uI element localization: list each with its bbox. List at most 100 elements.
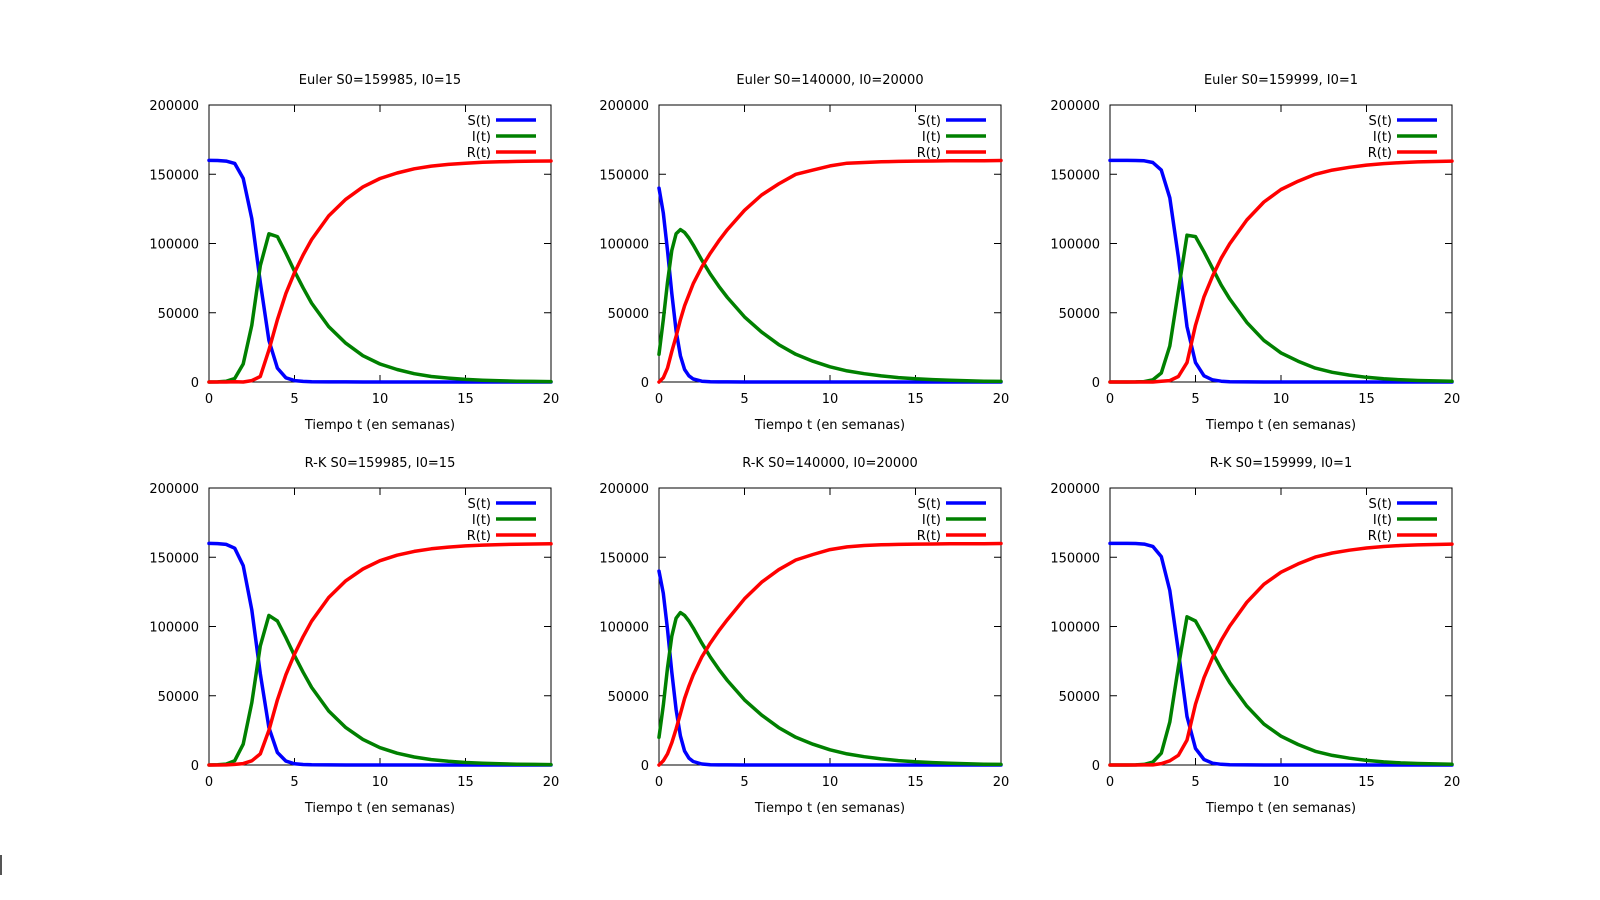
y-tick-label: 0 bbox=[1092, 376, 1100, 391]
legend-label: R(t) bbox=[1368, 529, 1392, 544]
x-tick-label: 5 bbox=[1191, 775, 1199, 790]
chart-panel-5: R-K S0=140000, I0=20000 0 50000 100000 15000… bbox=[599, 456, 1009, 816]
y-tick-label: 200000 bbox=[599, 99, 649, 114]
series-line-I bbox=[1108, 233, 1454, 384]
y-tick-label: 0 bbox=[191, 759, 199, 774]
y-tick-label: 100000 bbox=[599, 238, 649, 253]
x-tick-label: 15 bbox=[1358, 392, 1375, 407]
chart-panel-1: Euler S0=159985, I0=15 0 50000 100000 150000… bbox=[149, 73, 559, 433]
y-tick-label: 150000 bbox=[599, 168, 649, 183]
plot-frame bbox=[658, 104, 1002, 383]
y-tick-label: 100000 bbox=[1050, 238, 1100, 253]
plot-frame bbox=[208, 487, 552, 766]
legend-label: S(t) bbox=[918, 114, 942, 129]
y-tick-label: 150000 bbox=[1050, 551, 1100, 566]
y-tick-label: 150000 bbox=[599, 551, 649, 566]
x-tick-label: 20 bbox=[1444, 392, 1461, 407]
y-tick-label: 0 bbox=[1092, 759, 1100, 774]
legend-label: I(t) bbox=[922, 130, 941, 145]
legend-label: I(t) bbox=[472, 513, 491, 528]
chart-title: Euler S0=140000, I0=20000 bbox=[736, 73, 923, 88]
x-tick-label: 0 bbox=[655, 775, 663, 790]
series-line-R bbox=[207, 159, 553, 384]
x-axis-label: Tiempo t (en semanas) bbox=[754, 801, 905, 816]
series-line-R bbox=[207, 542, 553, 767]
series-line-R bbox=[1108, 159, 1454, 384]
y-tick-label: 100000 bbox=[149, 238, 199, 253]
x-tick-label: 0 bbox=[205, 775, 213, 790]
chart-panel-3: Euler S0=159999, I0=1 0 50000 100000 150000 2… bbox=[1050, 73, 1460, 433]
series-line-I bbox=[207, 613, 553, 767]
y-tick-label: 50000 bbox=[158, 690, 199, 705]
legend-label: S(t) bbox=[918, 497, 942, 512]
y-tick-label: 200000 bbox=[1050, 99, 1100, 114]
series-line-I bbox=[1108, 615, 1454, 767]
x-tick-label: 20 bbox=[543, 775, 560, 790]
x-tick-label: 5 bbox=[290, 392, 298, 407]
legend-label: I(t) bbox=[1373, 513, 1392, 528]
y-tick-label: 50000 bbox=[608, 690, 649, 705]
y-tick-label: 200000 bbox=[149, 482, 199, 497]
x-tick-label: 0 bbox=[205, 392, 213, 407]
plot-frame bbox=[1109, 487, 1453, 766]
x-tick-label: 5 bbox=[740, 775, 748, 790]
legend-label: R(t) bbox=[917, 146, 941, 161]
chart-panel-2: Euler S0=140000, I0=20000 0 50000 100000 150… bbox=[599, 73, 1009, 433]
series-line-R bbox=[657, 158, 1003, 384]
y-tick-label: 0 bbox=[641, 759, 649, 774]
x-tick-label: 5 bbox=[1191, 392, 1199, 407]
y-tick-label: 100000 bbox=[1050, 621, 1100, 636]
x-tick-label: 10 bbox=[822, 392, 839, 407]
x-tick-label: 20 bbox=[993, 392, 1010, 407]
y-tick-label: 50000 bbox=[608, 307, 649, 322]
legend-label: R(t) bbox=[917, 529, 941, 544]
y-tick-label: 150000 bbox=[149, 551, 199, 566]
x-tick-label: 0 bbox=[1106, 392, 1114, 407]
edge-mark bbox=[0, 855, 2, 875]
x-tick-label: 0 bbox=[655, 392, 663, 407]
legend-label: S(t) bbox=[468, 114, 492, 129]
legend-label: R(t) bbox=[1368, 146, 1392, 161]
x-tick-label: 20 bbox=[993, 775, 1010, 790]
series-line-R bbox=[657, 541, 1003, 767]
x-tick-label: 10 bbox=[822, 775, 839, 790]
series-line-I bbox=[207, 232, 553, 384]
series-line-S bbox=[207, 541, 553, 767]
plot-frame bbox=[1109, 104, 1453, 383]
y-tick-label: 50000 bbox=[1059, 307, 1100, 322]
legend-label: R(t) bbox=[467, 146, 491, 161]
series-line-S bbox=[1108, 541, 1454, 767]
chart-panel-6: R-K S0=159999, I0=1050000100000150000200… bbox=[1050, 456, 1460, 816]
series-line-I bbox=[657, 227, 1003, 384]
y-tick-label: 200000 bbox=[1050, 482, 1100, 497]
x-axis-label: Tiempo t (en semanas) bbox=[754, 418, 905, 433]
x-axis-label: Tiempo t (en semanas) bbox=[1205, 418, 1356, 433]
x-tick-label: 15 bbox=[907, 392, 924, 407]
y-tick-label: 50000 bbox=[158, 307, 199, 322]
chart-title: R-K S0=140000, I0=20000 bbox=[742, 456, 918, 471]
y-tick-label: 200000 bbox=[599, 482, 649, 497]
y-tick-label: 100000 bbox=[149, 621, 199, 636]
y-tick-label: 50000 bbox=[1059, 690, 1100, 705]
x-tick-label: 20 bbox=[1444, 775, 1461, 790]
x-tick-label: 10 bbox=[1273, 392, 1290, 407]
x-axis-label: Tiempo t (en semanas) bbox=[1205, 801, 1356, 816]
chart-title: Euler S0=159999, I0=1 bbox=[1204, 73, 1358, 88]
x-tick-label: 10 bbox=[1273, 775, 1290, 790]
x-tick-label: 0 bbox=[1106, 775, 1114, 790]
chart-panel-4: R-K S0=159985, I0=15 0 50000 100000 150000 20… bbox=[149, 456, 559, 816]
legend-label: I(t) bbox=[1373, 130, 1392, 145]
x-tick-label: 5 bbox=[290, 775, 298, 790]
chart-title: R-K S0=159985, I0=15 bbox=[305, 456, 456, 471]
x-axis-label: Tiempo t (en semanas) bbox=[304, 801, 455, 816]
x-tick-label: 15 bbox=[457, 392, 474, 407]
y-tick-label: 100000 bbox=[599, 621, 649, 636]
y-tick-label: 200000 bbox=[149, 99, 199, 114]
y-tick-label: 0 bbox=[191, 376, 199, 391]
x-tick-label: 15 bbox=[457, 775, 474, 790]
legend-label: I(t) bbox=[472, 130, 491, 145]
series-line-S bbox=[1108, 158, 1454, 384]
x-tick-label: 5 bbox=[740, 392, 748, 407]
x-tick-label: 15 bbox=[1358, 775, 1375, 790]
